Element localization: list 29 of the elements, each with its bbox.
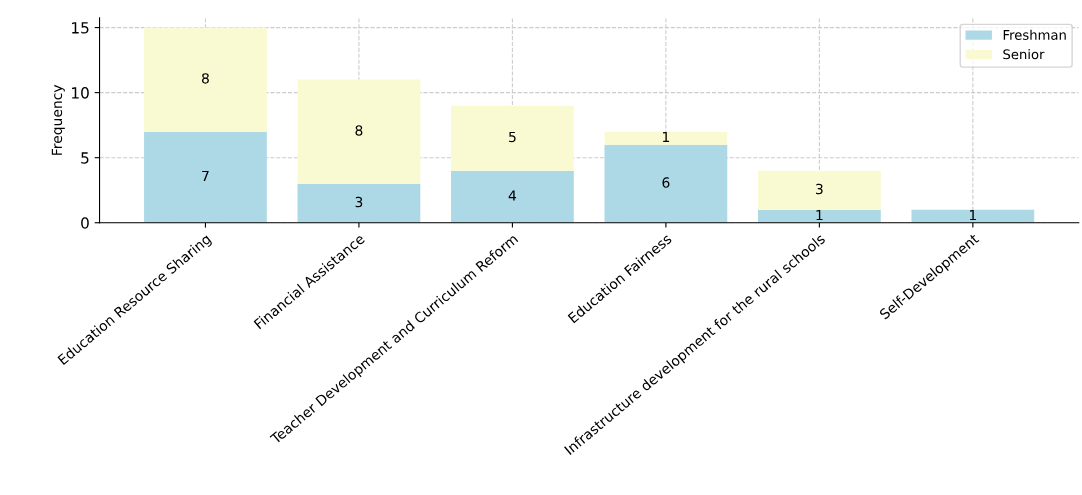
- data-label: 7: [202, 170, 209, 182]
- data-label: 8: [201, 73, 209, 84]
- bar: [911, 209, 1035, 223]
- y-tick-label: 0: [81, 217, 89, 229]
- legend-label: Senior: [1003, 49, 1045, 60]
- data-label: 4: [508, 190, 517, 201]
- data-label: 8: [355, 125, 363, 136]
- data-label: 6: [662, 177, 670, 188]
- data-label: 1: [816, 209, 823, 221]
- y-tick-label: 5: [81, 152, 89, 164]
- bar: [604, 144, 728, 223]
- y-axis-title: Frequency: [51, 84, 65, 155]
- bar: [144, 131, 267, 223]
- y-tick-label: 15: [72, 22, 89, 34]
- data-label: 3: [816, 183, 823, 195]
- data-label: 1: [969, 209, 976, 221]
- legend-label: Freshman: [1003, 29, 1066, 40]
- bar: [451, 170, 574, 223]
- y-tick-label: 10: [72, 87, 89, 99]
- data-label: 5: [509, 131, 516, 143]
- bar: [757, 170, 881, 210]
- bar: [144, 27, 267, 132]
- data-label: 1: [663, 131, 670, 143]
- bar: [451, 105, 574, 171]
- bar: [297, 183, 421, 223]
- bar: [604, 131, 728, 145]
- bar: [297, 79, 421, 184]
- bar: [757, 209, 881, 223]
- data-label: 3: [355, 196, 363, 208]
